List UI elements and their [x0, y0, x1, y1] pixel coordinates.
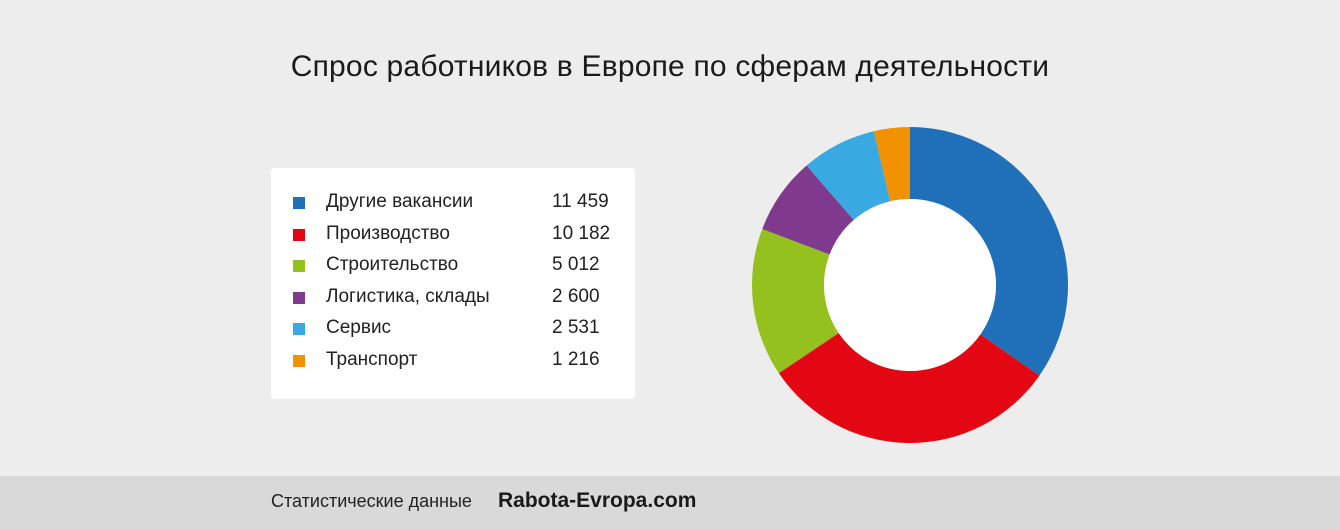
legend-value: 11 459: [552, 191, 609, 212]
legend-value: 1 216: [552, 349, 600, 370]
legend-item: Сервис 2 531: [271, 315, 635, 343]
legend-label: Сервис: [326, 317, 392, 339]
footer-caption: Статистические данные: [271, 491, 472, 511]
donut-chart: [752, 127, 1068, 443]
legend-value: 2 600: [552, 285, 600, 307]
legend-swatch: [293, 260, 305, 273]
donut-slice: [762, 165, 854, 255]
legend-swatch: [293, 323, 305, 336]
legend-value: 10 182: [552, 222, 611, 244]
donut-slice: [778, 332, 1040, 443]
donut-slice: [752, 228, 839, 374]
legend-label: Транспорт: [326, 349, 418, 370]
legend-value: 2 531: [552, 317, 600, 339]
legend: Другие вакансии 11 459 Производство 10 182 С…: [271, 168, 635, 399]
donut-slice: [910, 127, 1068, 376]
legend-item: Транспорт 1 216: [271, 347, 635, 375]
legend-label: Другие вакансии: [326, 191, 474, 212]
legend-label: Строительство: [326, 254, 459, 276]
brand-logo[interactable]: Rabota-Evropa.com: [498, 489, 697, 512]
chart-title: Спрос работников в Европе по сферам деят…: [290, 50, 1050, 83]
legend-item: Строительство 5 012: [271, 252, 635, 280]
legend-item: Другие вакансии 11 459: [271, 189, 635, 217]
donut-hole: [824, 199, 996, 371]
legend-item: Логистика, склады 2 600: [271, 284, 635, 312]
footer: Статистические данные Rabota-Evropa.com: [0, 476, 1340, 530]
legend-swatch: [293, 355, 305, 367]
legend-swatch: [293, 291, 305, 304]
legend-value: 5 012: [552, 254, 600, 276]
legend-label: Логистика, склады: [326, 285, 490, 307]
donut-slice: [873, 127, 910, 202]
legend-item: Производство 10 182: [271, 221, 635, 249]
legend-swatch: [293, 197, 305, 209]
legend-label: Производство: [326, 222, 450, 244]
donut-slice: [806, 131, 891, 220]
legend-swatch: [293, 228, 305, 241]
